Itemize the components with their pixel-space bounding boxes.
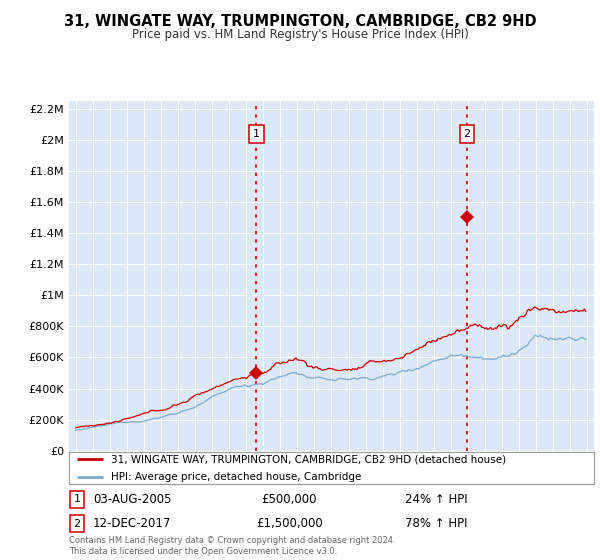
Text: 2: 2 — [73, 519, 80, 529]
Text: Price paid vs. HM Land Registry's House Price Index (HPI): Price paid vs. HM Land Registry's House … — [131, 28, 469, 41]
Text: 2: 2 — [463, 129, 470, 139]
Text: 1: 1 — [253, 129, 260, 139]
Text: 24% ↑ HPI: 24% ↑ HPI — [405, 493, 468, 506]
Text: 1: 1 — [73, 494, 80, 504]
Text: £500,000: £500,000 — [262, 493, 317, 506]
Text: 12-DEC-2017: 12-DEC-2017 — [93, 517, 171, 530]
Text: £1,500,000: £1,500,000 — [256, 517, 323, 530]
Text: 31, WINGATE WAY, TRUMPINGTON, CAMBRIDGE, CB2 9HD (detached house): 31, WINGATE WAY, TRUMPINGTON, CAMBRIDGE,… — [111, 454, 506, 464]
Text: HPI: Average price, detached house, Cambridge: HPI: Average price, detached house, Camb… — [111, 472, 361, 482]
Text: 31, WINGATE WAY, TRUMPINGTON, CAMBRIDGE, CB2 9HD: 31, WINGATE WAY, TRUMPINGTON, CAMBRIDGE,… — [64, 14, 536, 29]
Text: 03-AUG-2005: 03-AUG-2005 — [93, 493, 171, 506]
Text: Contains HM Land Registry data © Crown copyright and database right 2024.
This d: Contains HM Land Registry data © Crown c… — [69, 536, 395, 556]
Text: 78% ↑ HPI: 78% ↑ HPI — [405, 517, 468, 530]
